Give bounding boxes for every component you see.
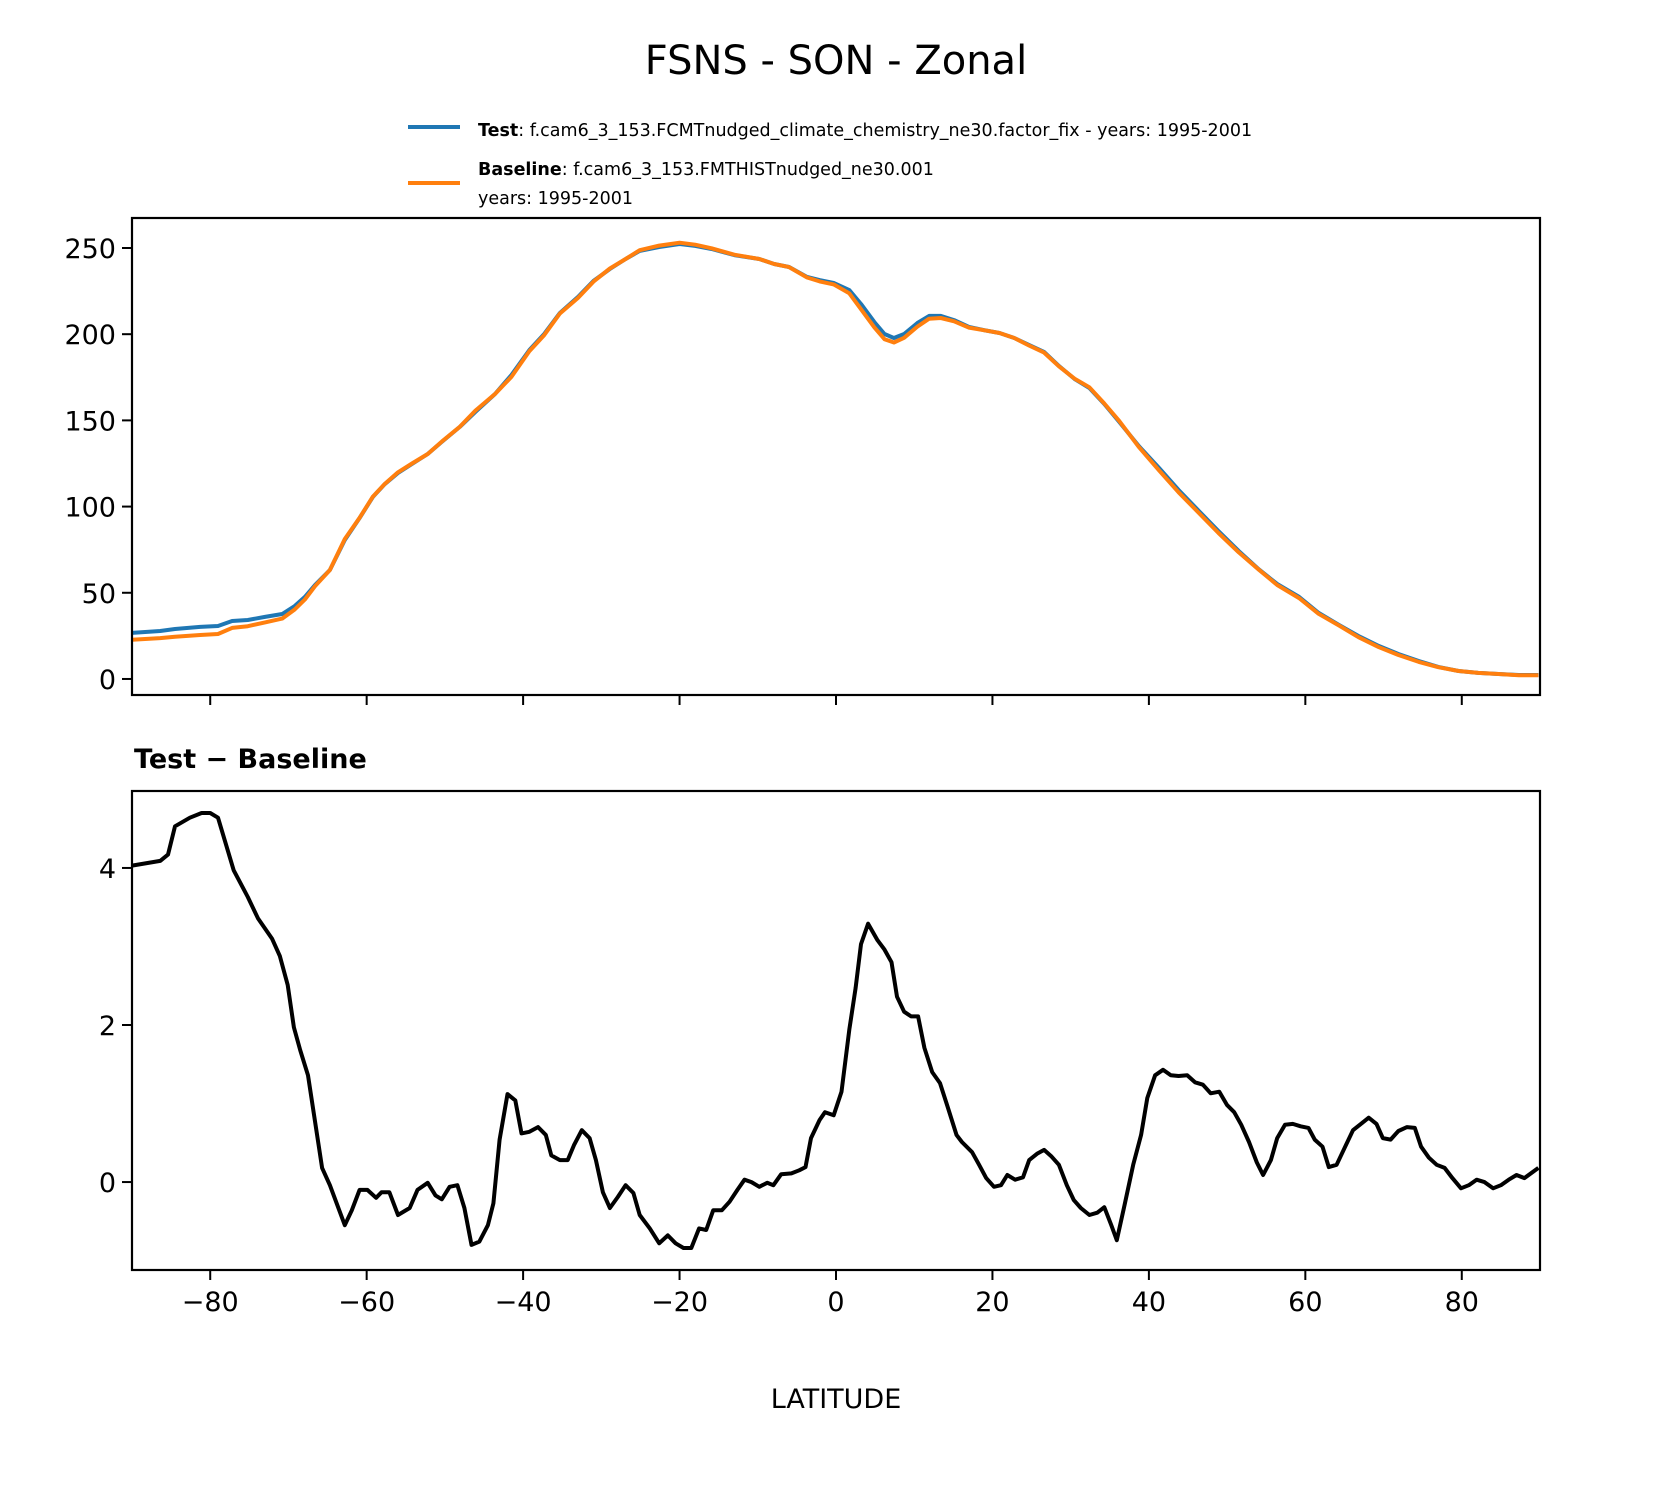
y-tick-label: 0 <box>99 665 116 696</box>
legend-baseline-years: years: 1995-2001 <box>478 189 633 209</box>
figure-title: FSNS - SON - Zonal <box>645 38 1027 84</box>
x-tick-label: 40 <box>1132 1287 1166 1318</box>
legend-baseline-name: Baseline <box>478 160 562 180</box>
legend: Test: f.cam6_3_153.FCMTnudged_climate_ch… <box>408 121 1252 209</box>
y-tick-label: 200 <box>64 320 116 351</box>
diff-panel-title: Test − Baseline <box>134 744 367 775</box>
y-tick-label: 150 <box>64 406 116 437</box>
difference-series-line <box>131 811 1540 1250</box>
x-tick-label: 0 <box>827 1287 844 1318</box>
test-series-line <box>131 242 1539 677</box>
y-tick-label: 0 <box>99 1168 116 1199</box>
y-tick-label: 2 <box>99 1011 116 1042</box>
axes-frame <box>130 216 1542 697</box>
x-tick-label: 80 <box>1445 1287 1479 1318</box>
top-axes: 0 50 100 150 200 250 <box>64 216 1542 705</box>
legend-test-desc: : f.cam6_3_153.FCMTnudged_climate_chemis… <box>518 121 1252 141</box>
bottom-axes: −80 −60 −40 −20 0 20 40 60 80 0 2 4 <box>99 789 1542 1318</box>
y-tick-label: 250 <box>64 234 116 265</box>
legend-baseline-desc: : f.cam6_3_153.FMTHISTnudged_ne30.001 <box>562 160 934 180</box>
legend-baseline-label: Baseline: f.cam6_3_153.FMTHISTnudged_ne3… <box>478 160 934 180</box>
y-tick-label: 100 <box>64 493 116 524</box>
legend-test-label: Test: f.cam6_3_153.FCMTnudged_climate_ch… <box>478 121 1252 141</box>
x-tick-label: −20 <box>651 1287 708 1318</box>
y-tick-label: 4 <box>99 854 116 885</box>
legend-test-name: Test <box>478 121 518 141</box>
x-tick-label: 20 <box>975 1287 1009 1318</box>
axes-frame <box>130 789 1542 1272</box>
x-tick-label: −80 <box>182 1287 239 1318</box>
y-tick-label: 50 <box>82 579 116 610</box>
x-tick-label: 60 <box>1288 1287 1322 1318</box>
baseline-series-line <box>131 240 1539 678</box>
x-tick-label: −40 <box>495 1287 552 1318</box>
x-axis-label: LATITUDE <box>771 1384 902 1415</box>
x-tick-label: −60 <box>338 1287 395 1318</box>
